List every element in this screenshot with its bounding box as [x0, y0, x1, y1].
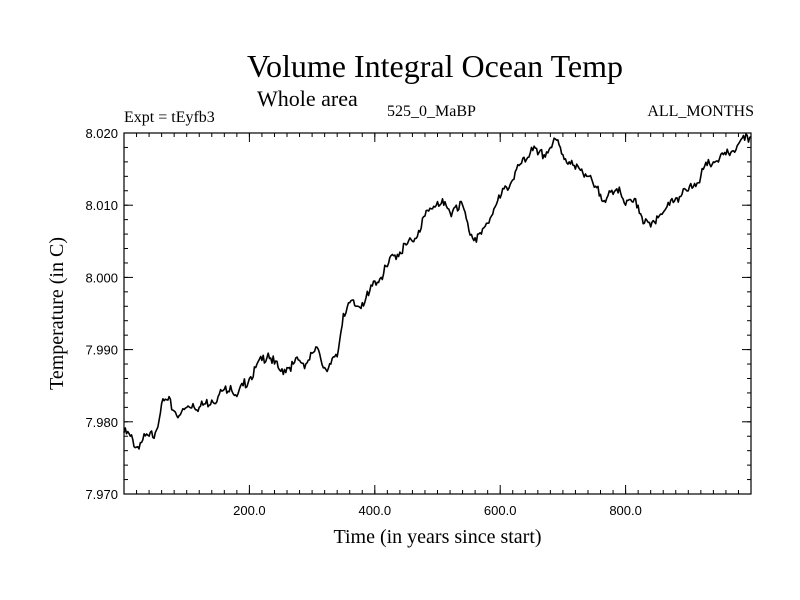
- plot-frame: [123, 132, 752, 495]
- y-axis-title: Temperature (in C): [46, 237, 68, 390]
- x-tick-label: 600.0: [484, 503, 517, 518]
- x-axis-title: Time (in years since start): [333, 526, 541, 548]
- series-line: [123, 133, 752, 450]
- x-tick-label: 800.0: [609, 503, 642, 518]
- y-tick-label: 8.000: [85, 270, 118, 285]
- chart-title: Volume Integral Ocean Temp: [246, 48, 623, 84]
- x-tick-labels: 200.0 400.0 600.0 800.0: [233, 503, 642, 518]
- y-tick-label: 8.020: [85, 126, 118, 141]
- y-tick-label: 7.980: [85, 415, 118, 430]
- y-tick-label: 7.970: [85, 487, 118, 502]
- case-label: 525_0_MaBP: [387, 103, 476, 120]
- y-tick-label: 8.010: [85, 198, 118, 213]
- y-tick-label: 7.990: [85, 343, 118, 358]
- y-tick-labels: 7.970 7.980 7.990 8.000 8.010 8.020: [85, 126, 118, 502]
- x-tick-label: 400.0: [359, 503, 392, 518]
- period-label: ALL_MONTHS: [647, 103, 754, 120]
- experiment-label: Expt = tEyfb3: [124, 109, 215, 126]
- chart-subtitle: Whole area: [257, 86, 358, 111]
- x-tick-label: 200.0: [233, 503, 266, 518]
- axis-ticks: [124, 132, 751, 495]
